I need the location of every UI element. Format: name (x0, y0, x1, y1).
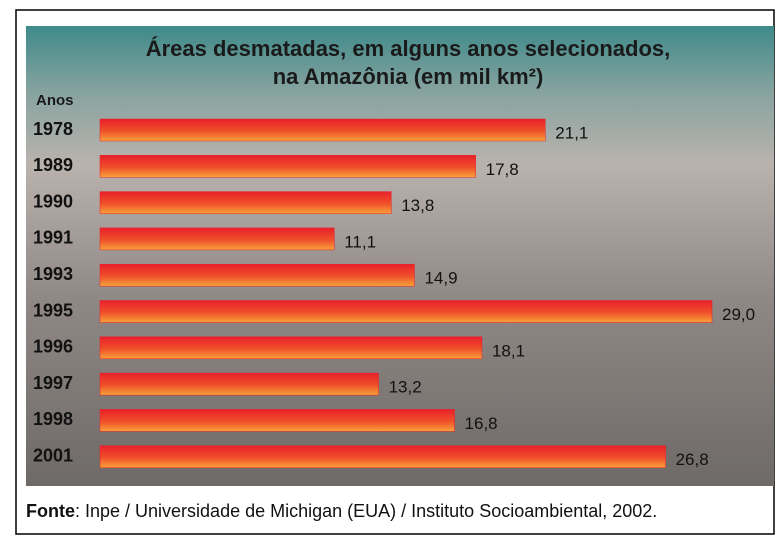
value-label: 13,8 (401, 196, 434, 215)
bar (100, 337, 482, 359)
source-text: : Inpe / Universidade de Michigan (EUA) … (75, 501, 657, 521)
y-tick-label: 1989 (33, 155, 73, 175)
value-label: 29,0 (722, 305, 755, 324)
bar (100, 264, 414, 286)
y-tick-label: 1993 (33, 264, 73, 284)
bar (100, 119, 545, 141)
y-tick-label: 1997 (33, 373, 73, 393)
y-tick-label: 1978 (33, 119, 73, 139)
page: Áreas desmatadas, em alguns anos selecio… (0, 0, 779, 544)
bar (100, 446, 666, 468)
bar (100, 373, 379, 395)
value-label: 17,8 (486, 160, 519, 179)
bar (100, 155, 476, 177)
bar (100, 192, 391, 214)
y-tick-label: 1991 (33, 228, 73, 248)
value-label: 18,1 (492, 341, 525, 360)
value-label: 16,8 (465, 414, 498, 433)
value-label: 11,1 (344, 232, 376, 251)
chart-title: Áreas desmatadas, em alguns anos selecio… (146, 36, 671, 61)
y-tick-label: 1995 (33, 300, 73, 320)
y-tick-label: 1998 (33, 409, 73, 429)
source: Fonte: Inpe / Universidade de Michigan (… (26, 501, 657, 521)
y-tick-label: 1990 (33, 191, 73, 211)
bar (100, 409, 455, 431)
y-axis-label: Anos (36, 92, 74, 109)
chart: Áreas desmatadas, em alguns anos selecio… (0, 0, 779, 539)
y-tick-label: 1996 (33, 337, 73, 357)
chart-title: na Amazônia (em mil km²) (273, 64, 544, 89)
value-label: 14,9 (424, 269, 457, 288)
bar (100, 301, 712, 323)
bar (100, 228, 334, 250)
value-label: 26,8 (676, 450, 709, 469)
y-tick-label: 2001 (33, 445, 73, 465)
source-label: Fonte (26, 501, 75, 521)
value-label: 21,1 (555, 123, 588, 142)
value-label: 13,2 (389, 378, 422, 397)
